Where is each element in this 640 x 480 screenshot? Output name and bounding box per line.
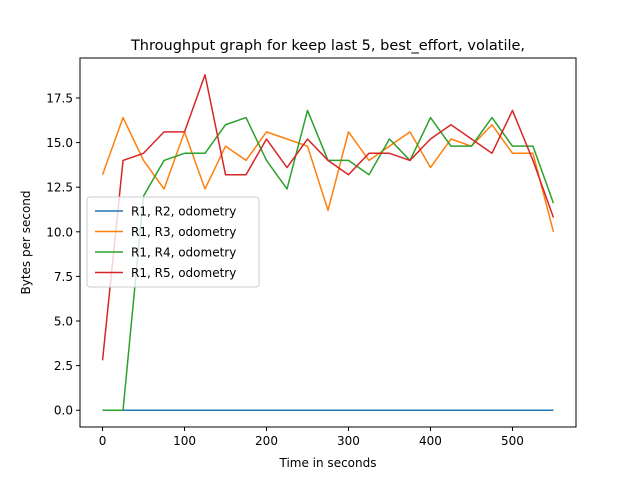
y-tick-label: 7.5: [54, 270, 73, 284]
x-tick-label: 500: [501, 434, 524, 448]
y-tick-label: 2.5: [54, 359, 73, 373]
series-layer: [101, 74, 555, 411]
y-tick-label: 10.0: [46, 225, 73, 239]
x-ticks: 0 100 200 300 400 500: [99, 427, 524, 448]
legend-label-2: R1, R3, odometry: [131, 225, 236, 239]
x-tick-label: 400: [419, 434, 442, 448]
plot-frame: [79, 57, 577, 428]
x-axis-label: Time in seconds: [279, 456, 377, 470]
y-tick-label: 5.0: [54, 315, 73, 329]
x-tick-label: 200: [255, 434, 278, 448]
x-tick-label: 300: [337, 434, 360, 448]
y-ticks: 0.0 2.5 5.0 7.5 10.0 12.5 15.0 17.5: [46, 91, 80, 418]
series-line-4: [101, 74, 555, 361]
y-tick-label: 17.5: [46, 91, 73, 105]
legend-label-3: R1, R4, odometry: [131, 246, 236, 260]
legend-label-4: R1, R5, odometry: [131, 266, 236, 280]
series-line-2: [101, 116, 555, 232]
x-tick-label: 0: [99, 434, 107, 448]
chart-title: Throughput graph for keep last 5, best_e…: [130, 38, 525, 54]
y-axis-label: Bytes per second: [19, 190, 33, 294]
legend: R1, R2, odometry R1, R3, odometry R1, R4, …: [86, 196, 260, 288]
y-tick-label: 15.0: [46, 136, 73, 150]
y-tick-label: 0.0: [54, 404, 73, 418]
legend-label-1: R1, R2, odometry: [131, 205, 236, 219]
legend-box: [86, 196, 260, 288]
y-tick-label: 12.5: [46, 181, 73, 195]
x-tick-label: 100: [173, 434, 196, 448]
